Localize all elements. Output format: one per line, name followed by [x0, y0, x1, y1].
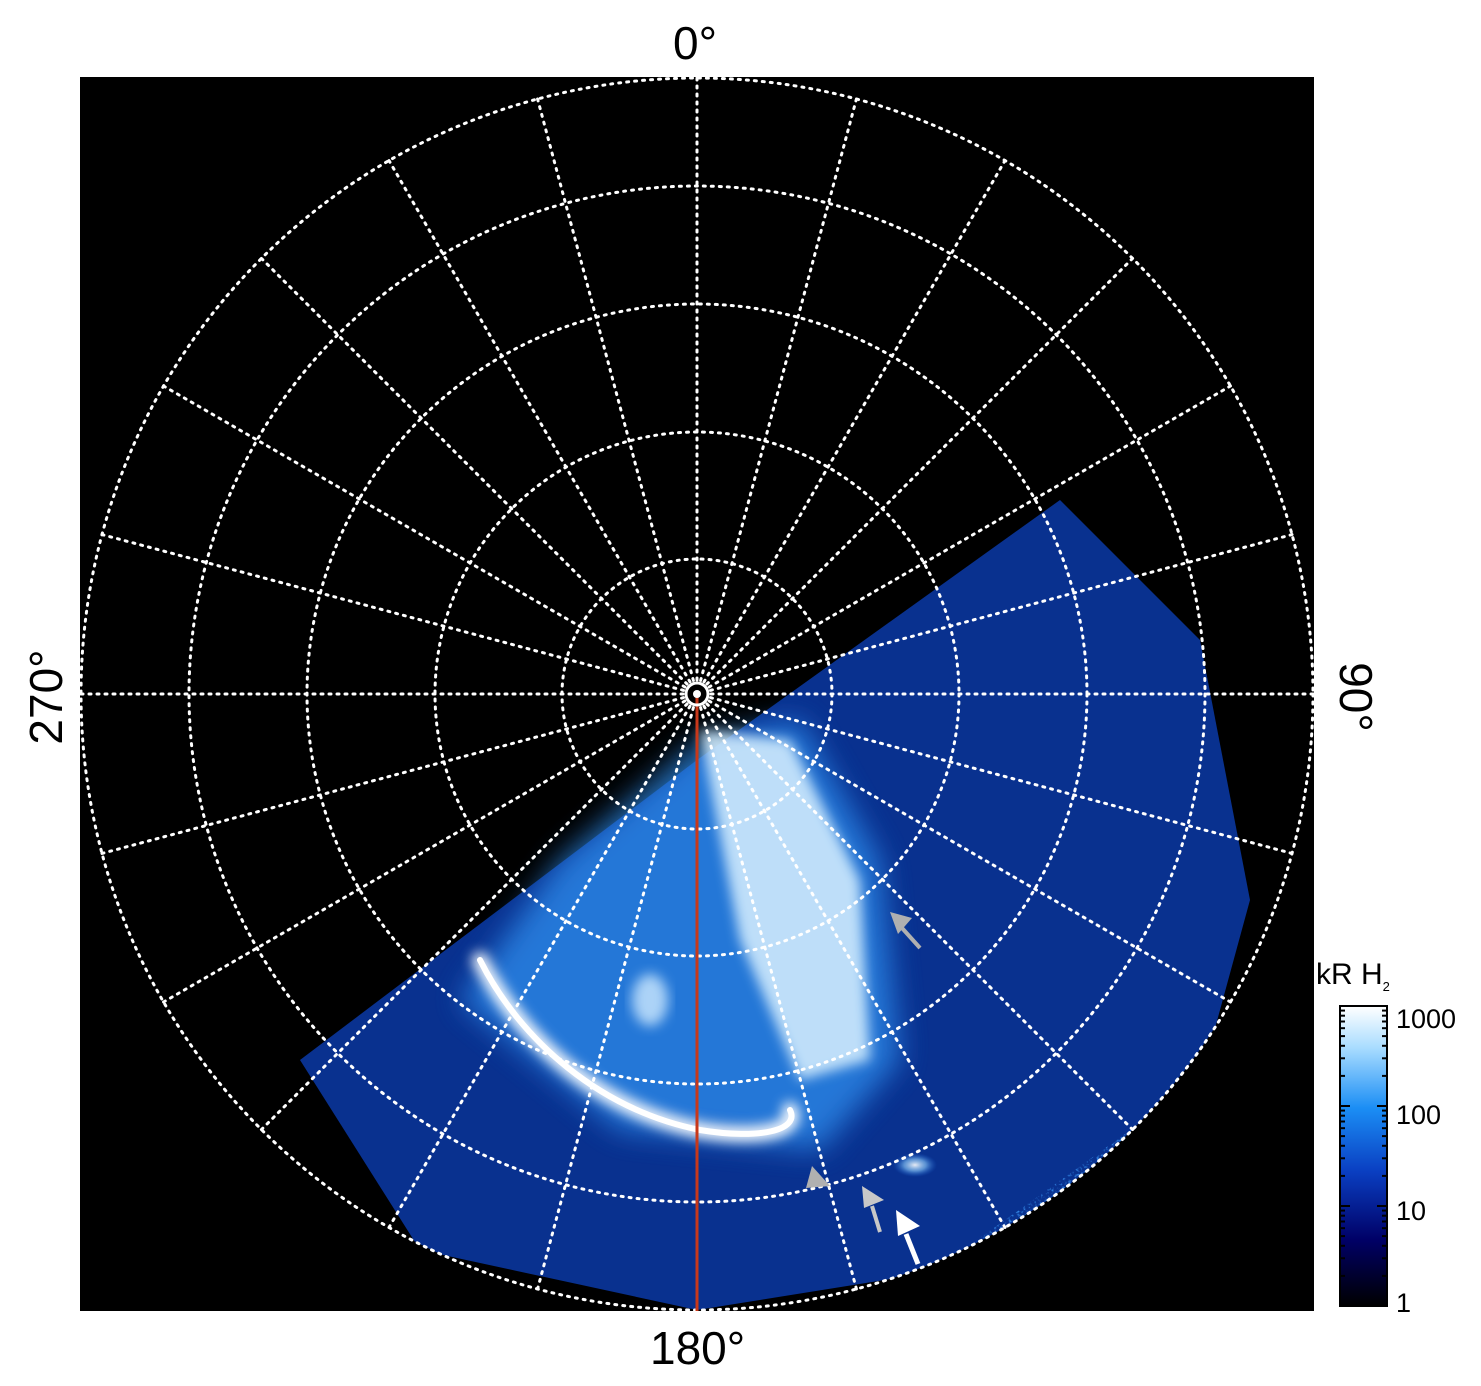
- feature-arrows: [806, 912, 922, 1265]
- colorbar-title-text: kR H: [1316, 958, 1383, 991]
- label-270-deg: 270°: [20, 649, 72, 745]
- colorbar-title-subscript: 2: [1382, 979, 1390, 994]
- colorbar-tick-label: 10: [1396, 1196, 1427, 1226]
- latitude-circle: [187, 184, 1207, 1204]
- colorbar-title: kR H2: [1316, 958, 1390, 994]
- label-0-deg: 0°: [673, 17, 717, 69]
- footprint-glow: [893, 1153, 937, 1177]
- label-90-deg: 90°: [1330, 662, 1382, 732]
- colorbar-tick-label: 1000: [1396, 1004, 1457, 1034]
- main-auroral-oval-core: [477, 957, 795, 1137]
- colorbar-ticks: [1340, 1005, 1387, 1307]
- arrow-feature-1: [890, 912, 922, 950]
- pole-marker: [684, 681, 710, 707]
- colorbar-tick-label: 1: [1396, 1288, 1412, 1318]
- colorbar: [1339, 1005, 1388, 1307]
- arrow-feature-2: [806, 1166, 830, 1188]
- colorbar-ramp: [1339, 1005, 1388, 1307]
- arrow-feature-4: [896, 1210, 921, 1265]
- colorbar-tick-label: 100: [1396, 1100, 1442, 1130]
- arrow-feature-3: [862, 1186, 884, 1233]
- bright-core: [700, 730, 870, 1080]
- polar-spot: [632, 974, 668, 1026]
- label-180-deg: 180°: [650, 1322, 746, 1374]
